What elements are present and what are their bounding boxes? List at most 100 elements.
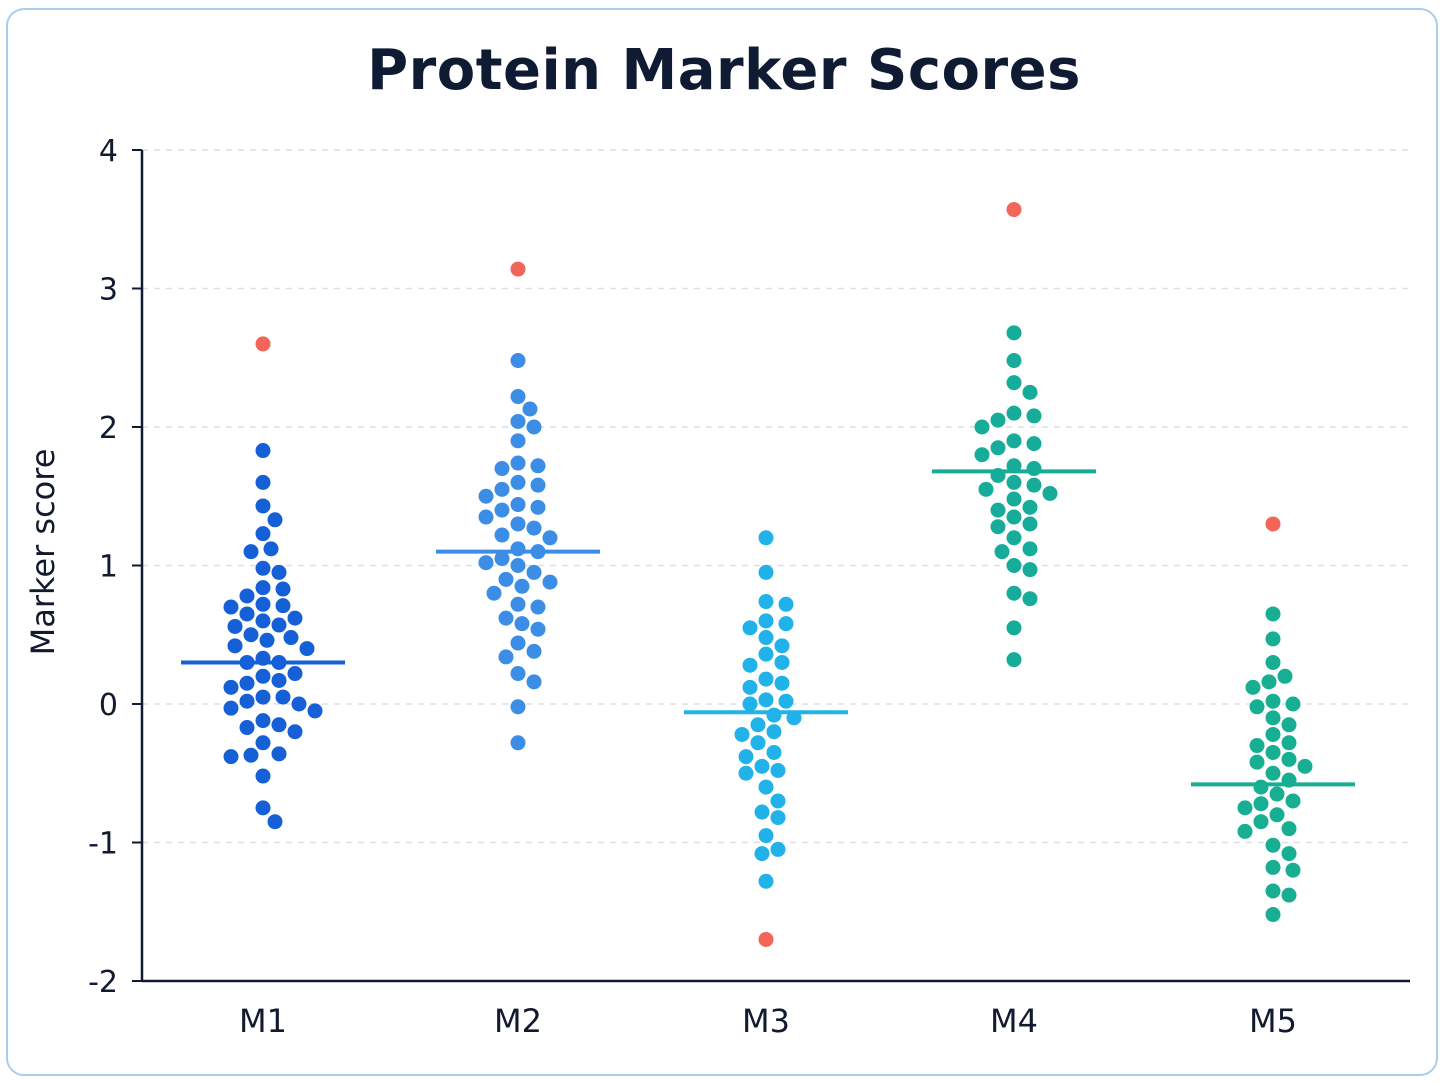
data-point [1281, 717, 1297, 733]
data-point [287, 724, 303, 740]
data-point [974, 419, 990, 435]
data-point [1265, 606, 1281, 622]
data-point [1285, 793, 1301, 809]
data-point [1006, 325, 1022, 341]
data-point [1006, 558, 1022, 573]
data-point [778, 596, 794, 612]
data-point [758, 630, 774, 646]
data-point [526, 419, 542, 435]
data-point [239, 720, 255, 736]
data-point [223, 749, 239, 765]
data-point [1297, 758, 1313, 774]
data-point [1265, 859, 1281, 875]
chart-title: Protein Marker Scores [367, 38, 1081, 103]
data-points [223, 325, 1313, 923]
data-point [1022, 541, 1038, 557]
data-point [510, 699, 526, 715]
data-point [1042, 485, 1058, 501]
y-tick-label: -2 [88, 965, 118, 1000]
data-point [271, 717, 287, 733]
data-point [510, 433, 526, 449]
data-point [1026, 408, 1042, 424]
data-point [259, 632, 275, 648]
data-point [255, 768, 271, 784]
data-point [1006, 491, 1022, 507]
chart-frame [6, 8, 1438, 1076]
data-point [227, 618, 243, 634]
data-point [1006, 375, 1022, 391]
data-point [514, 578, 530, 594]
data-point [267, 512, 283, 528]
data-point [243, 747, 259, 763]
data-point [498, 571, 514, 587]
data-point [1253, 779, 1269, 795]
data-point [1281, 735, 1297, 751]
data-point [770, 841, 786, 857]
data-point [1265, 907, 1281, 923]
data-point [1261, 674, 1277, 690]
data-point [1265, 726, 1281, 742]
data-point [774, 675, 790, 691]
data-point [758, 692, 774, 708]
data-point [758, 779, 774, 795]
data-point [774, 654, 790, 670]
data-point [1265, 631, 1281, 647]
data-point [510, 558, 526, 573]
data-point [754, 846, 770, 862]
data-point [1265, 654, 1281, 670]
data-point [1269, 786, 1285, 802]
data-point [1006, 620, 1022, 636]
data-point [526, 520, 542, 536]
data-point [770, 762, 786, 778]
data-point [1006, 652, 1022, 668]
y-tick-label: 3 [99, 273, 118, 308]
data-point [255, 800, 271, 816]
data-point [750, 717, 766, 733]
data-point [255, 498, 271, 514]
data-point [1006, 530, 1022, 546]
data-point [742, 620, 758, 636]
data-point [530, 599, 546, 615]
y-axis-label: Marker score [24, 449, 62, 656]
data-point [267, 814, 283, 830]
data-point [1253, 814, 1269, 830]
data-point [255, 474, 271, 490]
data-point [758, 530, 774, 546]
data-point [990, 519, 1006, 535]
data-point [770, 793, 786, 809]
data-point [742, 657, 758, 673]
data-point [299, 641, 315, 657]
data-point [275, 689, 291, 705]
data-point [498, 610, 514, 626]
data-point [239, 693, 255, 709]
data-point [510, 474, 526, 490]
data-point [1285, 696, 1301, 712]
outlier-point [1265, 516, 1281, 532]
data-point [498, 649, 514, 665]
data-point [510, 413, 526, 429]
data-point [510, 735, 526, 751]
data-point [255, 689, 271, 705]
data-point [243, 627, 259, 643]
data-point [522, 401, 538, 417]
data-point [530, 477, 546, 493]
data-point [1265, 693, 1281, 709]
data-point [227, 638, 243, 654]
data-point [758, 646, 774, 662]
data-point [239, 675, 255, 691]
data-point [542, 574, 558, 590]
y-tick-labels: 4 3 2 1 0 -1 -2 [88, 134, 118, 1000]
data-point [223, 599, 239, 615]
data-point [1277, 668, 1293, 684]
data-point [510, 455, 526, 471]
data-point [758, 828, 774, 844]
grid-lines [142, 149, 1410, 844]
data-point [514, 616, 530, 632]
x-category-label: M5 [1249, 1002, 1297, 1040]
data-point [990, 502, 1006, 518]
data-point [542, 530, 558, 546]
data-point [734, 726, 750, 742]
x-category-labels: M1 M2 M3 M4 M5 [239, 1002, 1297, 1040]
data-point [1281, 887, 1297, 903]
data-point [510, 497, 526, 513]
